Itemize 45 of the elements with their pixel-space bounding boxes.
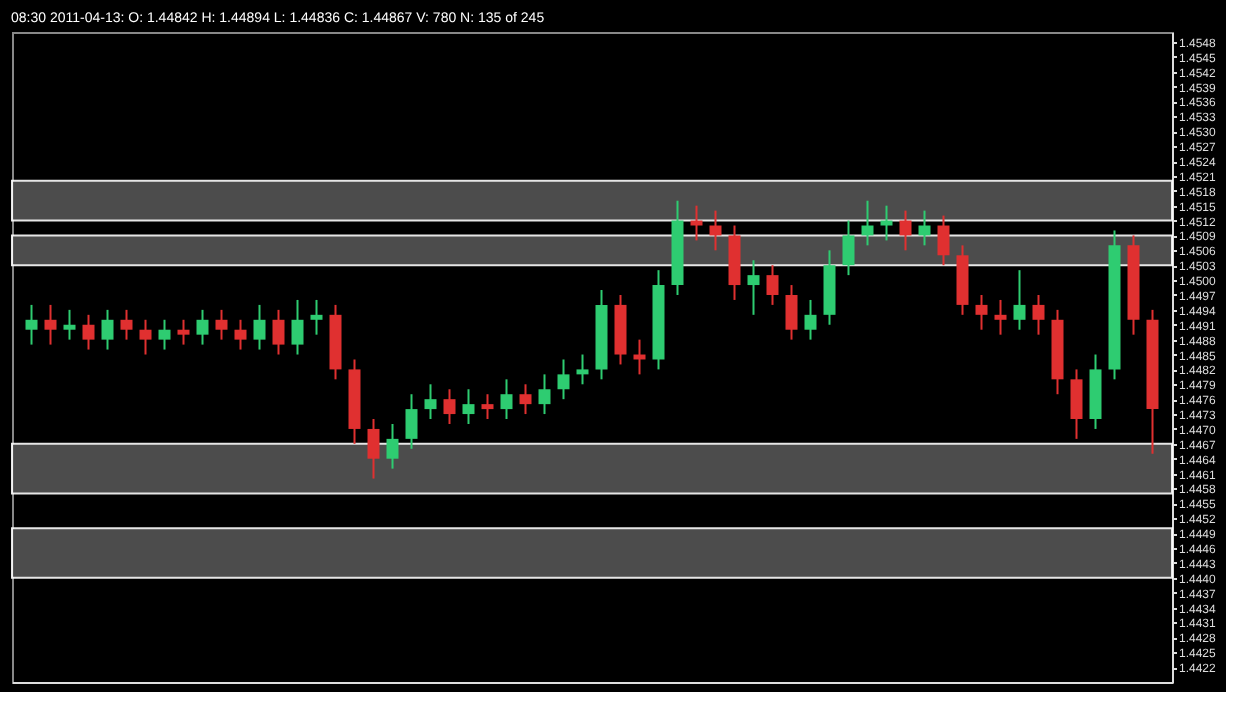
candlestick: [101, 308, 114, 351]
candlestick: [462, 388, 475, 425]
candlestick: [424, 383, 437, 421]
candlestick: [158, 318, 171, 351]
candlestick: [139, 318, 152, 356]
candlestick: [386, 422, 399, 470]
candlestick: [481, 393, 494, 421]
candlestick: [804, 298, 817, 341]
candlestick: [861, 199, 874, 247]
candlestick: [1013, 269, 1026, 331]
candlestick: [234, 318, 247, 351]
candlestick: [1070, 368, 1083, 440]
candlestick: [82, 313, 95, 351]
candlestick: [1032, 293, 1045, 336]
candlestick: [25, 303, 38, 346]
candlestick: [519, 383, 532, 416]
candlestick: [177, 318, 190, 346]
candlestick: [44, 303, 57, 346]
candlestick: [405, 393, 418, 450]
candlestick: [120, 308, 133, 341]
candlestick: [557, 358, 570, 401]
candlestick: [253, 303, 266, 351]
candlestick: [842, 219, 855, 277]
candlestick: [443, 388, 456, 425]
candlestick: [994, 298, 1007, 336]
candlestick: [63, 308, 76, 341]
candlestick: [291, 298, 304, 356]
candlestick: [196, 308, 209, 346]
candlestick: [310, 298, 323, 336]
candlestick: [576, 353, 589, 386]
candlestick: [367, 418, 380, 480]
candlestick: [918, 209, 931, 247]
candlestick: [899, 209, 912, 252]
candlestick: [937, 214, 950, 267]
candlestick: [500, 378, 513, 421]
candlestick: [272, 308, 285, 356]
candlestick: [538, 373, 551, 416]
candlestick: [785, 284, 798, 341]
candlestick: [215, 308, 228, 341]
candlestick: [880, 204, 893, 242]
candlestick: [766, 264, 779, 306]
candlestick: [709, 209, 722, 252]
candlestick: [747, 259, 760, 316]
candlestick: [975, 293, 988, 331]
candlestick: [690, 204, 703, 242]
